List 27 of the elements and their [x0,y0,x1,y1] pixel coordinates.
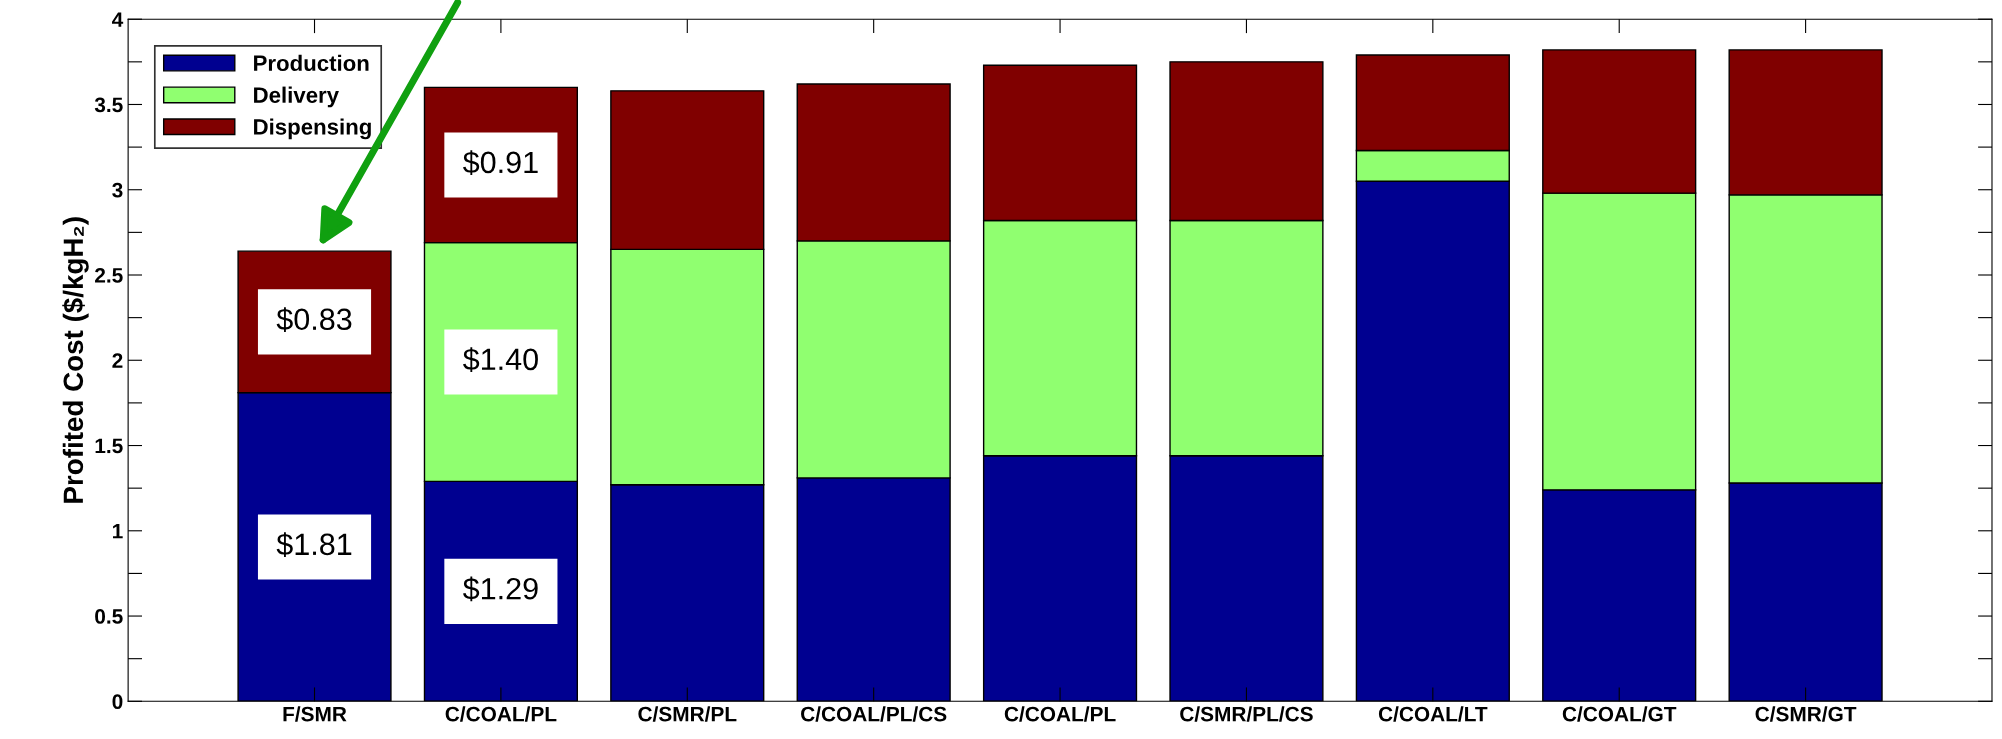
y-tick-label: 2.5 [95,268,123,283]
y-tick-label: 2 [112,353,123,368]
x-tick-label: C/COAL/PL [445,706,557,722]
y-tick-label: 3 [112,182,123,198]
data-label: $1.81 [276,532,352,558]
y-tick-label: 0 [112,694,123,710]
x-tick-label: C/COAL/PL/CS [801,706,947,722]
legend-label: Dispensing [254,118,371,140]
x-tick-label: C/COAL/PL [1004,706,1116,722]
legend-label: Production [254,54,369,72]
y-tick-label: 4 [112,12,124,27]
y-axis-title: Profited Cost ($/kgH₂) [62,217,89,503]
x-tick-label: C/COAL/GT [1562,706,1677,722]
y-tick-label: 0.5 [95,609,123,624]
legend-label: Delivery [254,86,339,108]
data-label: $1.29 [463,576,538,602]
y-tick-label: 3.5 [94,97,123,113]
x-tick-label: C/SMR/PL [638,706,737,722]
data-label: $0.91 [463,150,538,176]
y-tick-label: 1.5 [95,438,123,454]
x-tick-label: C/SMR/GT [1755,706,1857,722]
x-tick-label: F/SMR [283,706,347,722]
y-tick-label: 1 [112,524,123,539]
data-label: $0.83 [276,307,352,332]
x-tick-label: C/COAL/LT [1378,706,1488,722]
x-tick-label: C/SMR/PL/CS [1180,706,1313,722]
data-label: $1.40 [463,347,538,372]
